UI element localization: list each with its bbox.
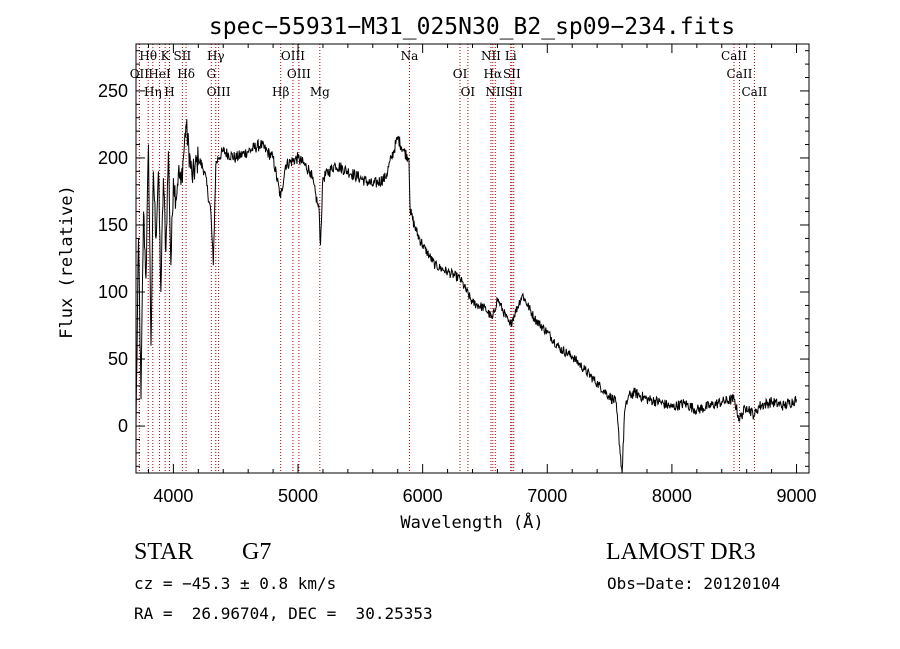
coordinates: RA = 26.96704, DEC = 30.25353 (134, 604, 433, 623)
line-label-7: Hδ (177, 67, 195, 81)
line-label-14: Mg (310, 85, 330, 99)
spectral-line-markers (138, 44, 755, 473)
spectrum-series (135, 119, 797, 474)
y-tick-label: 50 (108, 349, 128, 369)
line-label-22: SII (503, 67, 521, 81)
x-tick-label: 5000 (278, 486, 318, 506)
x-tick-label: 8000 (652, 486, 692, 506)
line-label-2: Hη (144, 85, 162, 99)
line-label-8: OIII (207, 85, 231, 99)
y-tick-label: 150 (98, 215, 128, 235)
line-label-11: Hβ (272, 85, 289, 99)
line-label-0: Hθ (139, 49, 157, 63)
line-label-5: H (164, 85, 174, 99)
line-label-13: OIII (287, 67, 311, 81)
line-label-23: SII (505, 85, 523, 99)
line-label-25: CaII (727, 67, 753, 81)
x-tick-label: 7000 (527, 486, 567, 506)
y-axis: 0 50 100 150 200 250 (98, 50, 809, 467)
y-axis-label: Flux (relative) (57, 185, 77, 339)
line-label-12: OIII (281, 49, 305, 63)
line-label-16: OI (453, 67, 468, 81)
line-label-26: CaII (741, 85, 767, 99)
x-tick-label: 6000 (403, 486, 443, 506)
y-tick-label: 0 (118, 416, 128, 436)
survey-name: LAMOST DR3 (606, 539, 756, 565)
y-tick-label: 100 (98, 282, 128, 302)
plot-frame (135, 43, 810, 474)
line-label-9: Hγ (207, 49, 225, 63)
line-label-10: G (206, 67, 216, 81)
line-label-21: Li (505, 49, 517, 63)
line-label-19: Hα (484, 67, 503, 81)
x-axis: 4000 5000 6000 7000 8000 9000 (147, 44, 817, 506)
x-tick-label: 4000 (153, 486, 193, 506)
line-label-3: K (161, 49, 171, 63)
line-label-1: OII (130, 67, 150, 81)
line-label-20: NII (485, 85, 505, 99)
line-label-6: SII (174, 49, 192, 63)
x-axis-label: Wavelength (Å) (400, 511, 543, 533)
chart-title: spec−55931−M31_025N30_B2_sp09−234.fits (209, 14, 735, 40)
y-tick-label: 250 (98, 81, 128, 101)
spectrum-line-0 (135, 119, 797, 474)
x-tick-label: 9000 (777, 486, 817, 506)
y-tick-label: 200 (98, 148, 128, 168)
spectral-line-labels: Hθ OII Hη K HeI H SII Hδ OIII Hγ G Hβ OIII OIII Mg Na OI… (130, 49, 768, 99)
observation-date: Obs−Date: 20120104 (607, 574, 781, 593)
line-label-24: CaII (721, 49, 747, 63)
line-label-15: Na (401, 49, 419, 63)
line-label-17: OI (461, 85, 476, 99)
object-class: STAR (134, 539, 194, 565)
redshift-cz: cz = −45.3 ± 0.8 km/s (134, 574, 337, 593)
subclass: G7 (242, 539, 272, 565)
line-label-18: NII (481, 49, 501, 63)
line-label-4: HeI (148, 67, 171, 81)
